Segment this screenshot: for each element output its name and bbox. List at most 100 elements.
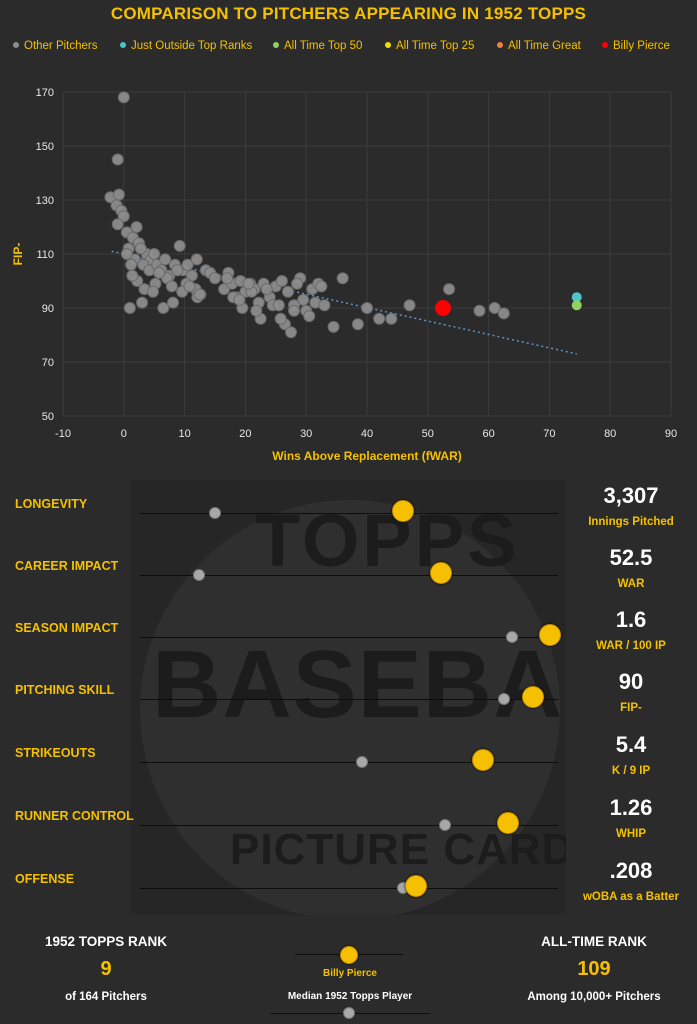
data-point — [435, 300, 451, 316]
x-tick-label: 30 — [300, 428, 312, 440]
y-axis-label: FIP- — [11, 243, 25, 266]
metric-value: 5.4 — [615, 732, 647, 757]
data-point — [153, 266, 166, 279]
data-point — [148, 248, 161, 260]
data-point — [136, 296, 149, 309]
data-point — [190, 253, 203, 266]
metric-value: .208 — [609, 858, 653, 883]
median-marker — [209, 507, 222, 519]
x-tick-label: 40 — [361, 428, 373, 440]
data-point — [171, 264, 184, 277]
data-point — [120, 248, 133, 260]
x-tick-label: 90 — [665, 428, 677, 440]
data-point — [173, 239, 186, 252]
y-tick-label: 170 — [36, 87, 54, 99]
data-point — [233, 293, 246, 306]
data-point — [125, 258, 138, 271]
x-tick-label: 10 — [178, 428, 190, 440]
data-point — [327, 320, 340, 333]
metric-label: CAREER IMPACT — [15, 559, 119, 573]
watermark-topps: TOPPS — [255, 499, 520, 582]
data-point — [260, 283, 273, 296]
x-axis-label: Wins Above Replacement (fWAR) — [272, 449, 461, 463]
data-point — [111, 218, 124, 231]
metrics-panel: TOPPS BASEBALL PICTURE CARDS — [130, 480, 566, 915]
legend-item-just-outside: Just Outside Top Ranks — [120, 40, 252, 52]
metric-value: 1.6 — [615, 607, 647, 632]
x-tick-label: 50 — [422, 428, 434, 440]
data-point — [315, 280, 328, 293]
data-point — [159, 253, 172, 266]
x-tick-label: 80 — [604, 428, 616, 440]
data-point — [291, 277, 304, 290]
metric-label: PITCHING SKILL — [15, 683, 115, 697]
data-point — [157, 302, 170, 314]
legend-marker — [13, 42, 19, 48]
player-marker — [392, 500, 415, 522]
legend-marker — [273, 42, 279, 48]
data-point — [403, 299, 416, 312]
data-point — [361, 302, 373, 314]
metric-label: STRIKEOUTS — [15, 746, 96, 760]
metric-track — [140, 825, 558, 826]
data-point — [336, 272, 349, 285]
legend-item-other-pitchers: Other Pitchers — [13, 40, 98, 52]
alltime-rank-heading: ALL-TIME RANK — [541, 934, 647, 949]
player-marker — [471, 749, 494, 771]
metric-value: 3,307 — [603, 483, 659, 508]
topps-rank-heading: 1952 TOPPS RANK — [44, 934, 168, 949]
player-marker — [429, 562, 452, 584]
x-tick-label: 20 — [239, 428, 251, 440]
data-point — [571, 292, 582, 303]
metric-unit: K / 9 IP — [611, 765, 651, 777]
data-point — [183, 280, 196, 293]
data-point — [303, 310, 316, 323]
data-point — [373, 312, 386, 325]
data-point — [221, 272, 234, 285]
player-marker — [496, 812, 519, 834]
data-point — [297, 293, 310, 306]
data-point — [209, 272, 221, 285]
y-tick-label: 90 — [42, 303, 54, 315]
x-tick-label: 0 — [121, 428, 127, 440]
topps-rank-value: 9 — [100, 958, 112, 980]
data-point — [126, 269, 139, 282]
metric-value: 52.5 — [609, 545, 653, 570]
data-point — [117, 91, 130, 104]
y-tick-label: 50 — [42, 411, 54, 423]
legend-marker — [602, 42, 608, 48]
y-tick-label: 70 — [42, 357, 54, 369]
data-point — [571, 300, 582, 311]
legend-item-all-time-great: All Time Great — [497, 40, 581, 52]
data-point — [285, 326, 297, 339]
baseball-watermark — [140, 500, 560, 915]
metric-unit: FIP- — [620, 702, 642, 714]
metric-track — [140, 513, 558, 514]
metric-value: 1.26 — [609, 795, 653, 820]
alltime-rank-subtitle: Among 10,000+ Pitchers — [527, 991, 661, 1003]
player-marker — [404, 875, 427, 897]
metric-value: 90 — [618, 669, 644, 694]
alltime-rank-value: 109 — [577, 958, 611, 980]
legend-item-top-25: All Time Top 25 — [385, 40, 474, 52]
metric-label: RUNNER CONTROL — [15, 809, 134, 823]
legend-marker — [385, 42, 391, 48]
data-point — [112, 188, 125, 201]
watermark-baseball: BASEBALL — [152, 631, 566, 738]
metric-unit: WAR — [617, 578, 645, 590]
data-point — [488, 302, 501, 314]
trendline — [111, 250, 577, 355]
chart-title: COMPARISON TO PITCHERS APPEARING IN 1952… — [110, 4, 587, 23]
data-point — [242, 277, 255, 290]
metric-track — [140, 637, 558, 638]
metric-track — [140, 699, 558, 700]
data-point — [385, 312, 398, 325]
topps-rank-subtitle: of 164 Pitchers — [65, 991, 147, 1003]
median-marker — [497, 693, 510, 705]
metric-unit: Innings Pitched — [588, 516, 674, 528]
key-player-label: Billy Pierce — [323, 968, 377, 979]
metric-track — [140, 888, 558, 889]
data-point — [123, 302, 136, 314]
median-marker — [506, 631, 519, 643]
player-marker — [521, 686, 544, 708]
